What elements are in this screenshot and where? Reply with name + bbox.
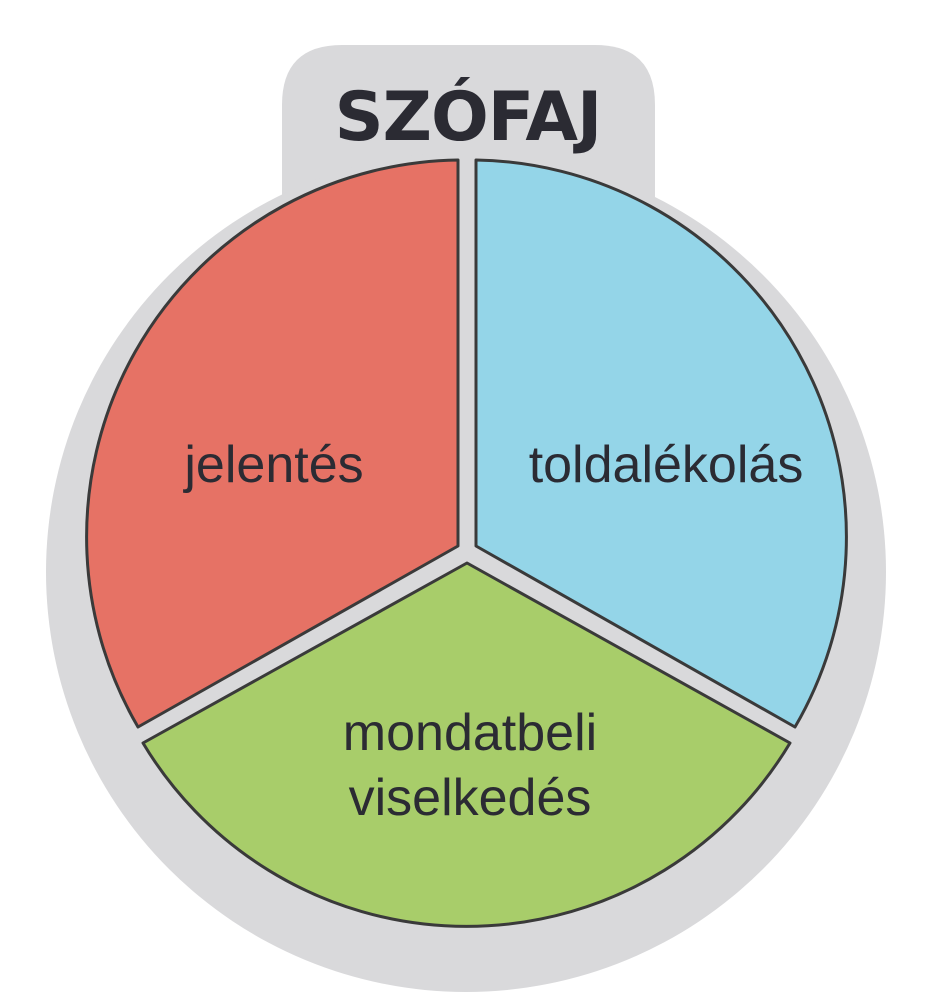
title-tab xyxy=(282,45,655,200)
segment-jelentes xyxy=(85,158,460,729)
pie xyxy=(85,158,848,928)
segment-label-toldalekolas: toldalékolás xyxy=(529,436,804,494)
segment-mondatbeli-viselkedes xyxy=(141,561,792,928)
segment-label-mondatbeli: mondatbeli xyxy=(343,704,597,762)
segment-label-jelentes: jelentés xyxy=(182,436,363,494)
segment-label-viselkedes: viselkedés xyxy=(349,769,592,827)
segment-toldalekolas xyxy=(474,158,848,729)
diagram-title: SZÓFAJ xyxy=(335,77,602,157)
